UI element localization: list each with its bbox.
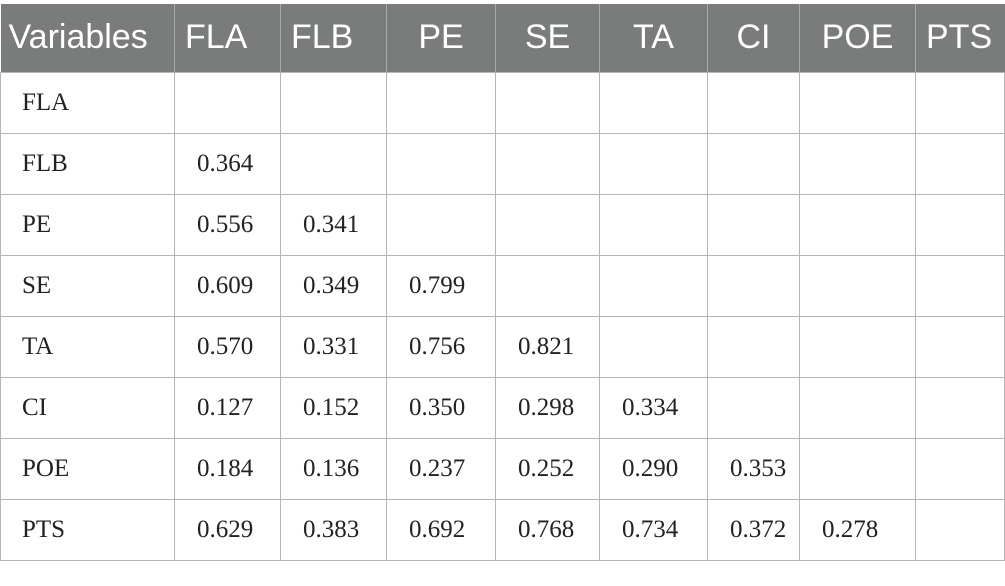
table-cell bbox=[707, 376, 800, 439]
header-ta: TA bbox=[599, 4, 708, 72]
table-row-se: SE 0.609 0.349 0.799 bbox=[0, 254, 1005, 317]
header-se: SE bbox=[495, 4, 600, 72]
table-cell bbox=[799, 437, 916, 500]
table-cell: 0.821 bbox=[495, 315, 600, 378]
table-cell bbox=[495, 132, 600, 195]
row-label: TA bbox=[0, 315, 175, 378]
row-label: PTS bbox=[0, 498, 175, 561]
table-cell: 0.136 bbox=[280, 437, 387, 500]
table-row-pts: PTS 0.629 0.383 0.692 0.768 0.734 0.372 … bbox=[0, 498, 1005, 561]
table-cell bbox=[799, 315, 916, 378]
table-cell bbox=[915, 498, 1005, 561]
header-poe: POE bbox=[799, 4, 916, 72]
table-cell: 0.372 bbox=[707, 498, 800, 561]
table-cell bbox=[799, 71, 916, 134]
row-label: POE bbox=[0, 437, 175, 500]
header-ci: CI bbox=[707, 4, 800, 72]
table-cell: 0.331 bbox=[280, 315, 387, 378]
table-cell bbox=[495, 71, 600, 134]
row-label: SE bbox=[0, 254, 175, 317]
row-label: PE bbox=[0, 193, 175, 256]
table-cell bbox=[495, 193, 600, 256]
row-label: FLB bbox=[0, 132, 175, 195]
table-cell bbox=[799, 132, 916, 195]
table-cell bbox=[915, 315, 1005, 378]
table-cell: 0.298 bbox=[495, 376, 600, 439]
table-cell: 0.237 bbox=[386, 437, 496, 500]
table-cell: 0.152 bbox=[280, 376, 387, 439]
table-cell: 0.570 bbox=[174, 315, 281, 378]
table-row-ci: CI 0.127 0.152 0.350 0.298 0.334 bbox=[0, 376, 1005, 439]
table-cell: 0.341 bbox=[280, 193, 387, 256]
row-label: FLA bbox=[0, 71, 175, 134]
header-pe: PE bbox=[386, 4, 496, 72]
table-cell: 0.278 bbox=[799, 498, 916, 561]
table-row-ta: TA 0.570 0.331 0.756 0.821 bbox=[0, 315, 1005, 378]
table-body: FLA FLB 0.364 PE 0.556 0.341 bbox=[0, 71, 1005, 561]
table-cell bbox=[915, 254, 1005, 317]
table-cell bbox=[799, 193, 916, 256]
table-cell bbox=[386, 193, 496, 256]
table-cell bbox=[495, 254, 600, 317]
table-row-pe: PE 0.556 0.341 bbox=[0, 193, 1005, 256]
table-cell bbox=[280, 71, 387, 134]
table-cell bbox=[707, 254, 800, 317]
table-cell bbox=[599, 254, 708, 317]
correlation-table: Variables FLA FLB PE SE TA CI POE PTS FL… bbox=[0, 4, 1005, 561]
table-cell bbox=[707, 193, 800, 256]
table-cell bbox=[599, 71, 708, 134]
header-row: Variables FLA FLB PE SE TA CI POE PTS bbox=[0, 4, 1005, 72]
table-cell bbox=[799, 376, 916, 439]
table-row-flb: FLB 0.364 bbox=[0, 132, 1005, 195]
table-cell: 0.692 bbox=[386, 498, 496, 561]
table-cell bbox=[915, 437, 1005, 500]
table-cell bbox=[915, 132, 1005, 195]
table-cell: 0.349 bbox=[280, 254, 387, 317]
row-label: CI bbox=[0, 376, 175, 439]
table-cell: 0.768 bbox=[495, 498, 600, 561]
table-cell bbox=[386, 71, 496, 134]
table-cell: 0.734 bbox=[599, 498, 708, 561]
table-cell: 0.350 bbox=[386, 376, 496, 439]
header-fla: FLA bbox=[174, 4, 281, 72]
table-cell bbox=[799, 254, 916, 317]
table-cell: 0.609 bbox=[174, 254, 281, 317]
table-cell: 0.364 bbox=[174, 132, 281, 195]
table-cell: 0.290 bbox=[599, 437, 708, 500]
table-cell bbox=[915, 376, 1005, 439]
table-cell: 0.353 bbox=[707, 437, 800, 500]
table-cell: 0.184 bbox=[174, 437, 281, 500]
table-cell bbox=[386, 132, 496, 195]
header-variables: Variables bbox=[0, 4, 175, 72]
table-cell bbox=[280, 132, 387, 195]
header-flb: FLB bbox=[280, 4, 387, 72]
table-cell bbox=[707, 315, 800, 378]
table-cell: 0.799 bbox=[386, 254, 496, 317]
header-pts: PTS bbox=[915, 4, 1005, 72]
table-cell bbox=[915, 71, 1005, 134]
table-cell bbox=[599, 193, 708, 256]
table-cell: 0.756 bbox=[386, 315, 496, 378]
table-cell bbox=[599, 315, 708, 378]
table-cell bbox=[174, 71, 281, 134]
table-cell: 0.556 bbox=[174, 193, 281, 256]
table-cell bbox=[915, 193, 1005, 256]
table-row-fla: FLA bbox=[0, 71, 1005, 134]
table-row-poe: POE 0.184 0.136 0.237 0.252 0.290 0.353 bbox=[0, 437, 1005, 500]
table-cell bbox=[707, 71, 800, 134]
table-cell: 0.334 bbox=[599, 376, 708, 439]
table-cell bbox=[707, 132, 800, 195]
table-cell: 0.383 bbox=[280, 498, 387, 561]
table-cell: 0.252 bbox=[495, 437, 600, 500]
table-cell: 0.629 bbox=[174, 498, 281, 561]
table-header: Variables FLA FLB PE SE TA CI POE PTS bbox=[0, 4, 1005, 72]
table-cell bbox=[599, 132, 708, 195]
table-cell: 0.127 bbox=[174, 376, 281, 439]
